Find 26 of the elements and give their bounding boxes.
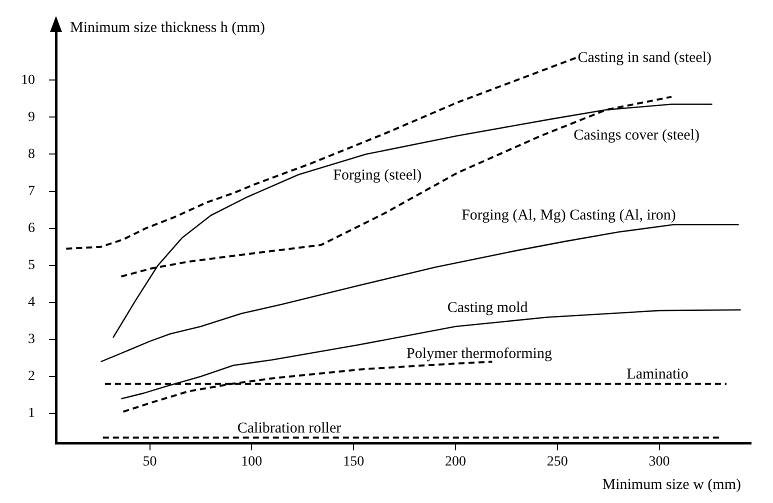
series-label: Laminatio — [626, 366, 688, 383]
x-tick-label: 250 — [546, 454, 568, 470]
series-label: Casings cover (steel) — [574, 128, 700, 144]
y-tick-label: 2 — [28, 369, 35, 384]
y-tick-label: 5 — [28, 258, 35, 274]
x-tick-label: 50 — [142, 454, 157, 470]
y-tick-label: 6 — [28, 221, 35, 236]
x-tick-label: 200 — [444, 454, 466, 470]
series-label: Calibration roller — [237, 420, 342, 436]
y-tick-label: 10 — [21, 72, 35, 88]
x-tick-label: 100 — [241, 454, 262, 470]
x-tick-label: 300 — [648, 454, 670, 470]
y-tick-label: 3 — [28, 332, 35, 348]
series-label: Casting mold — [447, 300, 528, 316]
y-tick-label: 8 — [28, 146, 35, 162]
y-tick-label: 1 — [28, 406, 35, 422]
y-axis-title: Minimum size thickness h (mm) — [70, 20, 265, 36]
series-label: Casting in sand (steel) — [578, 50, 712, 66]
y-tick-label: 9 — [28, 110, 35, 125]
x-axis-title: Minimum size w (mm) — [602, 476, 741, 493]
series-label: Polymer thermoforming — [406, 346, 552, 362]
x-tick-label: 150 — [343, 454, 364, 470]
series-label: Forging (Al, Mg) Casting (Al, iron) — [462, 207, 676, 224]
y-tick-label: 4 — [28, 295, 35, 310]
series-label: Forging (steel) — [333, 168, 422, 184]
y-tick-label: 7 — [28, 184, 35, 199]
